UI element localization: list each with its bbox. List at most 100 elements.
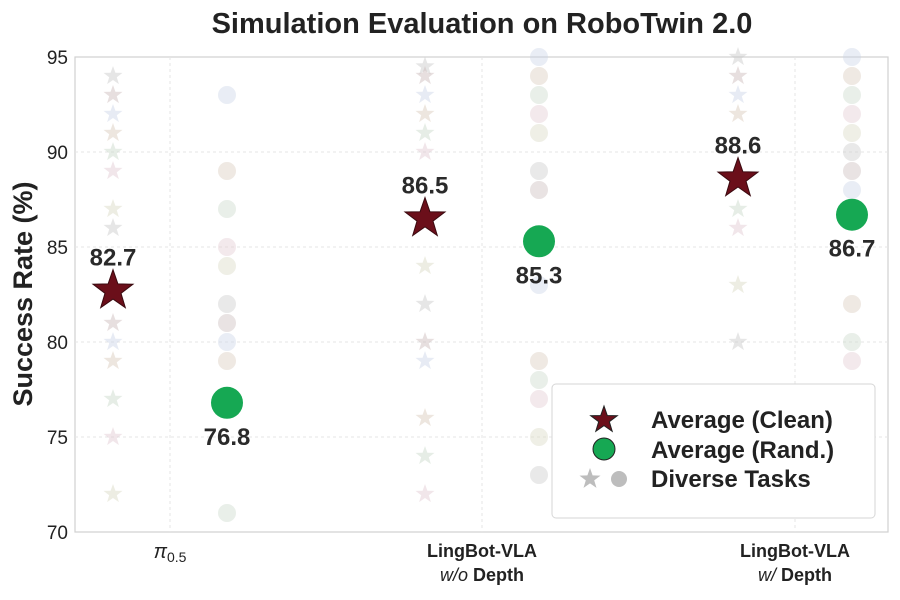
diverse-task-circle [843, 295, 861, 313]
x-tick-label: LingBot-VLA [427, 541, 537, 561]
diverse-task-star [728, 275, 748, 294]
average-points: 82.7 86.5 88.6 76.8 85.3 86.7 [90, 133, 876, 451]
diverse-task-star [103, 484, 123, 503]
diverse-task-circle [218, 352, 236, 370]
diverse-task-star [415, 66, 435, 85]
legend-box [551, 383, 876, 519]
diverse-task-circle [530, 86, 548, 104]
clean-average-star [403, 195, 447, 237]
diverse-task-points [103, 47, 861, 522]
diverse-task-circle [530, 67, 548, 85]
diverse-task-circle [843, 333, 861, 351]
x-tick-labels: π0.5 LingBot-VLA w/o Depth LingBot-VLA w/ De… [154, 541, 850, 585]
diverse-task-star [103, 313, 123, 332]
diverse-task-star [415, 56, 435, 75]
diverse-task-star [103, 332, 123, 351]
diverse-task-star [728, 332, 748, 351]
diverse-task-star [415, 85, 435, 104]
diverse-task-circle [530, 466, 548, 484]
legend: Average (Clean) Average (Rand.) Diverse … [551, 383, 876, 519]
diverse-task-circle [218, 257, 236, 275]
diverse-task-star [415, 256, 435, 275]
diverse-task-circle [843, 105, 861, 123]
diverse-task-star [103, 351, 123, 370]
diverse-task-star [415, 104, 435, 123]
diverse-task-circle [530, 371, 548, 389]
diverse-task-star [103, 123, 123, 142]
diverse-task-star [415, 484, 435, 503]
diverse-task-circle [218, 200, 236, 218]
diverse-task-star [103, 142, 123, 161]
y-tick-label: 85 [47, 238, 68, 259]
diverse-task-star [728, 47, 748, 66]
x-tick-label: π0.5 [154, 541, 187, 565]
rand-average-circle [523, 225, 555, 258]
diverse-task-circle [530, 105, 548, 123]
clean-value-label: 88.6 [715, 133, 762, 160]
diverse-task-circle [530, 276, 548, 294]
diverse-task-circle [530, 428, 548, 446]
diverse-task-circle [843, 48, 861, 66]
diverse-task-circle [218, 86, 236, 104]
legend-circle-icon [592, 437, 616, 461]
rand-average-circle [836, 198, 868, 231]
rand-value-label: 85.3 [516, 262, 563, 289]
diverse-task-circle [530, 181, 548, 199]
diverse-task-circle [530, 352, 548, 370]
diverse-task-star [728, 85, 748, 104]
diverse-task-star [415, 123, 435, 142]
diverse-task-circle [530, 162, 548, 180]
diverse-task-star [103, 199, 123, 218]
y-axis-label: Success Rate (%) [8, 181, 38, 406]
diverse-task-star [103, 66, 123, 85]
diverse-task-circle [843, 124, 861, 142]
diverse-task-circle [530, 48, 548, 66]
y-tick-label: 75 [47, 428, 68, 449]
diverse-task-circle [218, 504, 236, 522]
diverse-task-circle [843, 67, 861, 85]
legend-grey-star-icon [579, 468, 601, 488]
clean-value-label: 82.7 [90, 245, 137, 272]
diverse-task-star [728, 218, 748, 237]
diverse-task-star [728, 104, 748, 123]
clean-average-star [91, 268, 135, 309]
legend-star-icon [589, 404, 619, 433]
grid [75, 57, 888, 532]
diverse-task-circle [843, 352, 861, 370]
diverse-task-circle [530, 390, 548, 408]
rand-value-label: 76.8 [204, 424, 251, 451]
diverse-task-circle [218, 314, 236, 332]
legend-label-clean: Average (Clean) [651, 407, 833, 434]
diverse-task-circle [218, 162, 236, 180]
legend-label-diverse: Diverse Tasks [651, 466, 811, 493]
diverse-task-star [415, 294, 435, 313]
y-tick-label: 90 [47, 143, 68, 164]
diverse-task-circle [843, 86, 861, 104]
diverse-task-star [415, 142, 435, 161]
diverse-task-star [415, 332, 435, 351]
x-tick-label-line2: w/o Depth [440, 565, 524, 585]
diverse-task-star [415, 408, 435, 427]
diverse-task-star [103, 161, 123, 180]
rand-average-circle [211, 386, 243, 419]
chart-title: Simulation Evaluation on RoboTwin 2.0 [212, 8, 753, 40]
legend-label-rand: Average (Rand.) [651, 437, 834, 464]
diverse-task-star [728, 66, 748, 85]
diverse-task-circle [843, 162, 861, 180]
diverse-task-star [103, 218, 123, 237]
x-tick-label-line2: w/ Depth [758, 565, 832, 585]
y-tick-label: 95 [47, 48, 68, 69]
y-ticks: 70 75 80 85 90 95 [47, 48, 68, 544]
y-tick-label: 70 [47, 523, 68, 544]
diverse-task-star [728, 199, 748, 218]
x-tick-label: LingBot-VLA [740, 541, 850, 561]
diverse-task-star [103, 427, 123, 446]
legend-grey-circle-icon [611, 471, 627, 487]
diverse-task-star [415, 446, 435, 465]
diverse-task-circle [843, 143, 861, 161]
diverse-task-circle [218, 333, 236, 351]
y-tick-label: 80 [47, 333, 68, 354]
diverse-task-star [103, 389, 123, 408]
